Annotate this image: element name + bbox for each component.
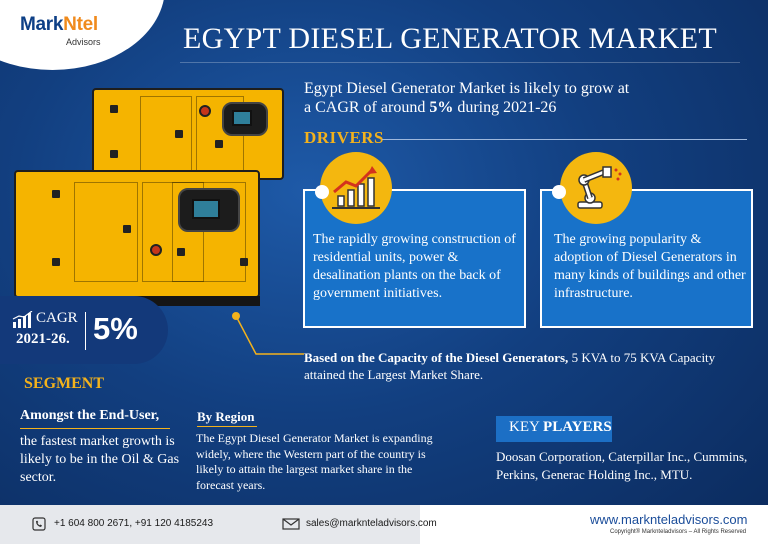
logo-text-accent: Ntel <box>63 14 98 35</box>
bar-chart-icon <box>12 311 33 328</box>
segment-heading: SEGMENT <box>24 375 105 392</box>
cagr-years: 2021-26. <box>16 331 70 347</box>
logo-subtitle: Advisors <box>66 37 101 47</box>
intro-line-1: Egypt Diesel Generator Market is likely … <box>304 80 630 97</box>
region-label: By Region <box>197 409 255 424</box>
callout-connector <box>235 316 304 355</box>
control-panel-back <box>222 102 268 136</box>
driver-icon-2 <box>560 152 632 224</box>
cagr-value: 5% <box>93 311 138 346</box>
key-players-box <box>496 416 612 442</box>
key-players-heading: KEY PLAYERS <box>509 419 612 435</box>
cagr-badge <box>0 296 168 364</box>
drivers-heading: DRIVERS <box>304 128 385 147</box>
emergency-stop <box>150 244 162 256</box>
growth-chart-icon <box>332 166 380 209</box>
control-screen <box>192 199 220 219</box>
driver-text-1: The rapidly growing construction of resi… <box>313 232 516 301</box>
intro-text: Egypt Diesel Generator Market is likely … <box>304 79 744 117</box>
end-user-label: Amongst the End-User, <box>20 408 160 423</box>
logo-text-main: Mark <box>20 14 64 35</box>
end-user-text: the fastest market growth is likely to b… <box>20 434 180 485</box>
key-players-text: Doosan Corporation, Caterpillar Inc., Cu… <box>496 449 748 482</box>
capacity-text: Based on the Capacity of the Diesel Gene… <box>304 350 716 382</box>
intro-cagr-value: 5% <box>429 99 454 116</box>
robot-arm-icon <box>577 166 622 209</box>
drivers-divider <box>382 139 747 140</box>
marknetl-logo[interactable]: MarkNtel Advisors <box>20 14 101 47</box>
region-text: The Egypt Diesel Generator Market is exp… <box>196 431 433 492</box>
footer-email[interactable]: sales@marknteladvisors.com <box>306 518 437 529</box>
driver-text-2: The growing popularity & adoption of Die… <box>554 232 746 301</box>
driver-icon-1 <box>320 152 392 224</box>
driver-pin-1 <box>315 185 329 199</box>
cagr-label: CAGR <box>36 310 78 326</box>
region-underline <box>197 426 257 427</box>
phone-icon <box>32 517 46 531</box>
intro-line-2: a CAGR of around 5% during 2021-26 <box>304 99 557 116</box>
end-user-underline <box>20 428 170 429</box>
mail-icon <box>282 518 300 530</box>
footer-phone[interactable]: +1 604 800 2671, +91 120 4185243 <box>54 518 214 529</box>
footer-contact-band <box>0 505 420 544</box>
footer-copyright: Copyright® Marknteladvisors – All Rights… <box>610 529 747 535</box>
title-divider <box>180 62 740 63</box>
driver-pin-2 <box>552 185 566 199</box>
footer-website[interactable]: www.marknteladvisors.com <box>590 512 748 527</box>
page-title: EGYPT DIESEL GENERATOR MARKET <box>183 22 717 55</box>
cagr-divider <box>85 312 86 350</box>
